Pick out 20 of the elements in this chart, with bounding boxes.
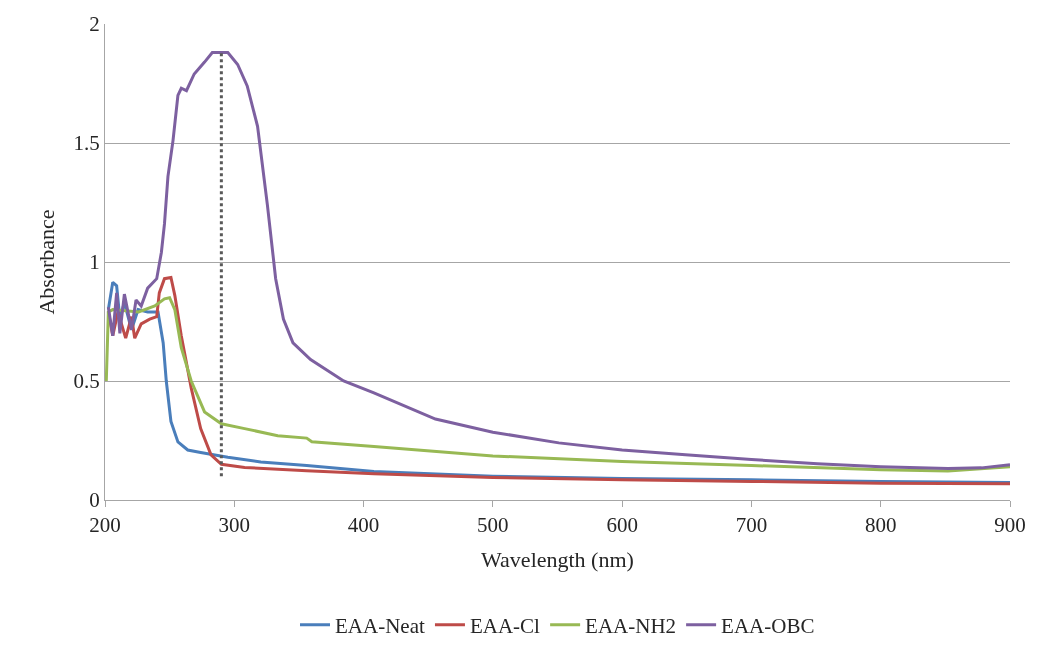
y-tick-label: 2 — [89, 12, 100, 37]
x-tick-label: 700 — [735, 513, 768, 538]
legend-label: EAA-OBC — [721, 614, 815, 639]
y-tick-label: 0 — [89, 488, 100, 513]
legend-label: EAA-Cl — [469, 614, 541, 639]
x-tick-label: 600 — [606, 513, 638, 538]
x-tick-label: 400 — [347, 513, 380, 538]
y-tick-label: 1 — [89, 250, 100, 275]
x-tick-label: 300 — [218, 513, 251, 538]
x-tick-label: 900 — [994, 513, 1026, 538]
x-tick-label: 500 — [477, 513, 509, 538]
legend-label: EAA-NH2 — [585, 614, 677, 639]
y-axis-title: Absorbance — [34, 209, 60, 315]
x-tick-label: 800 — [864, 513, 897, 538]
x-axis-title: Wavelength (nm) — [481, 547, 634, 573]
y-tick-label: 0.5 — [73, 369, 100, 394]
legend-label: EAA-Neat — [335, 614, 425, 639]
line-series — [106, 51, 1010, 471]
x-tick-label: 200 — [89, 513, 121, 538]
y-tick-label: 1.5 — [73, 131, 100, 156]
